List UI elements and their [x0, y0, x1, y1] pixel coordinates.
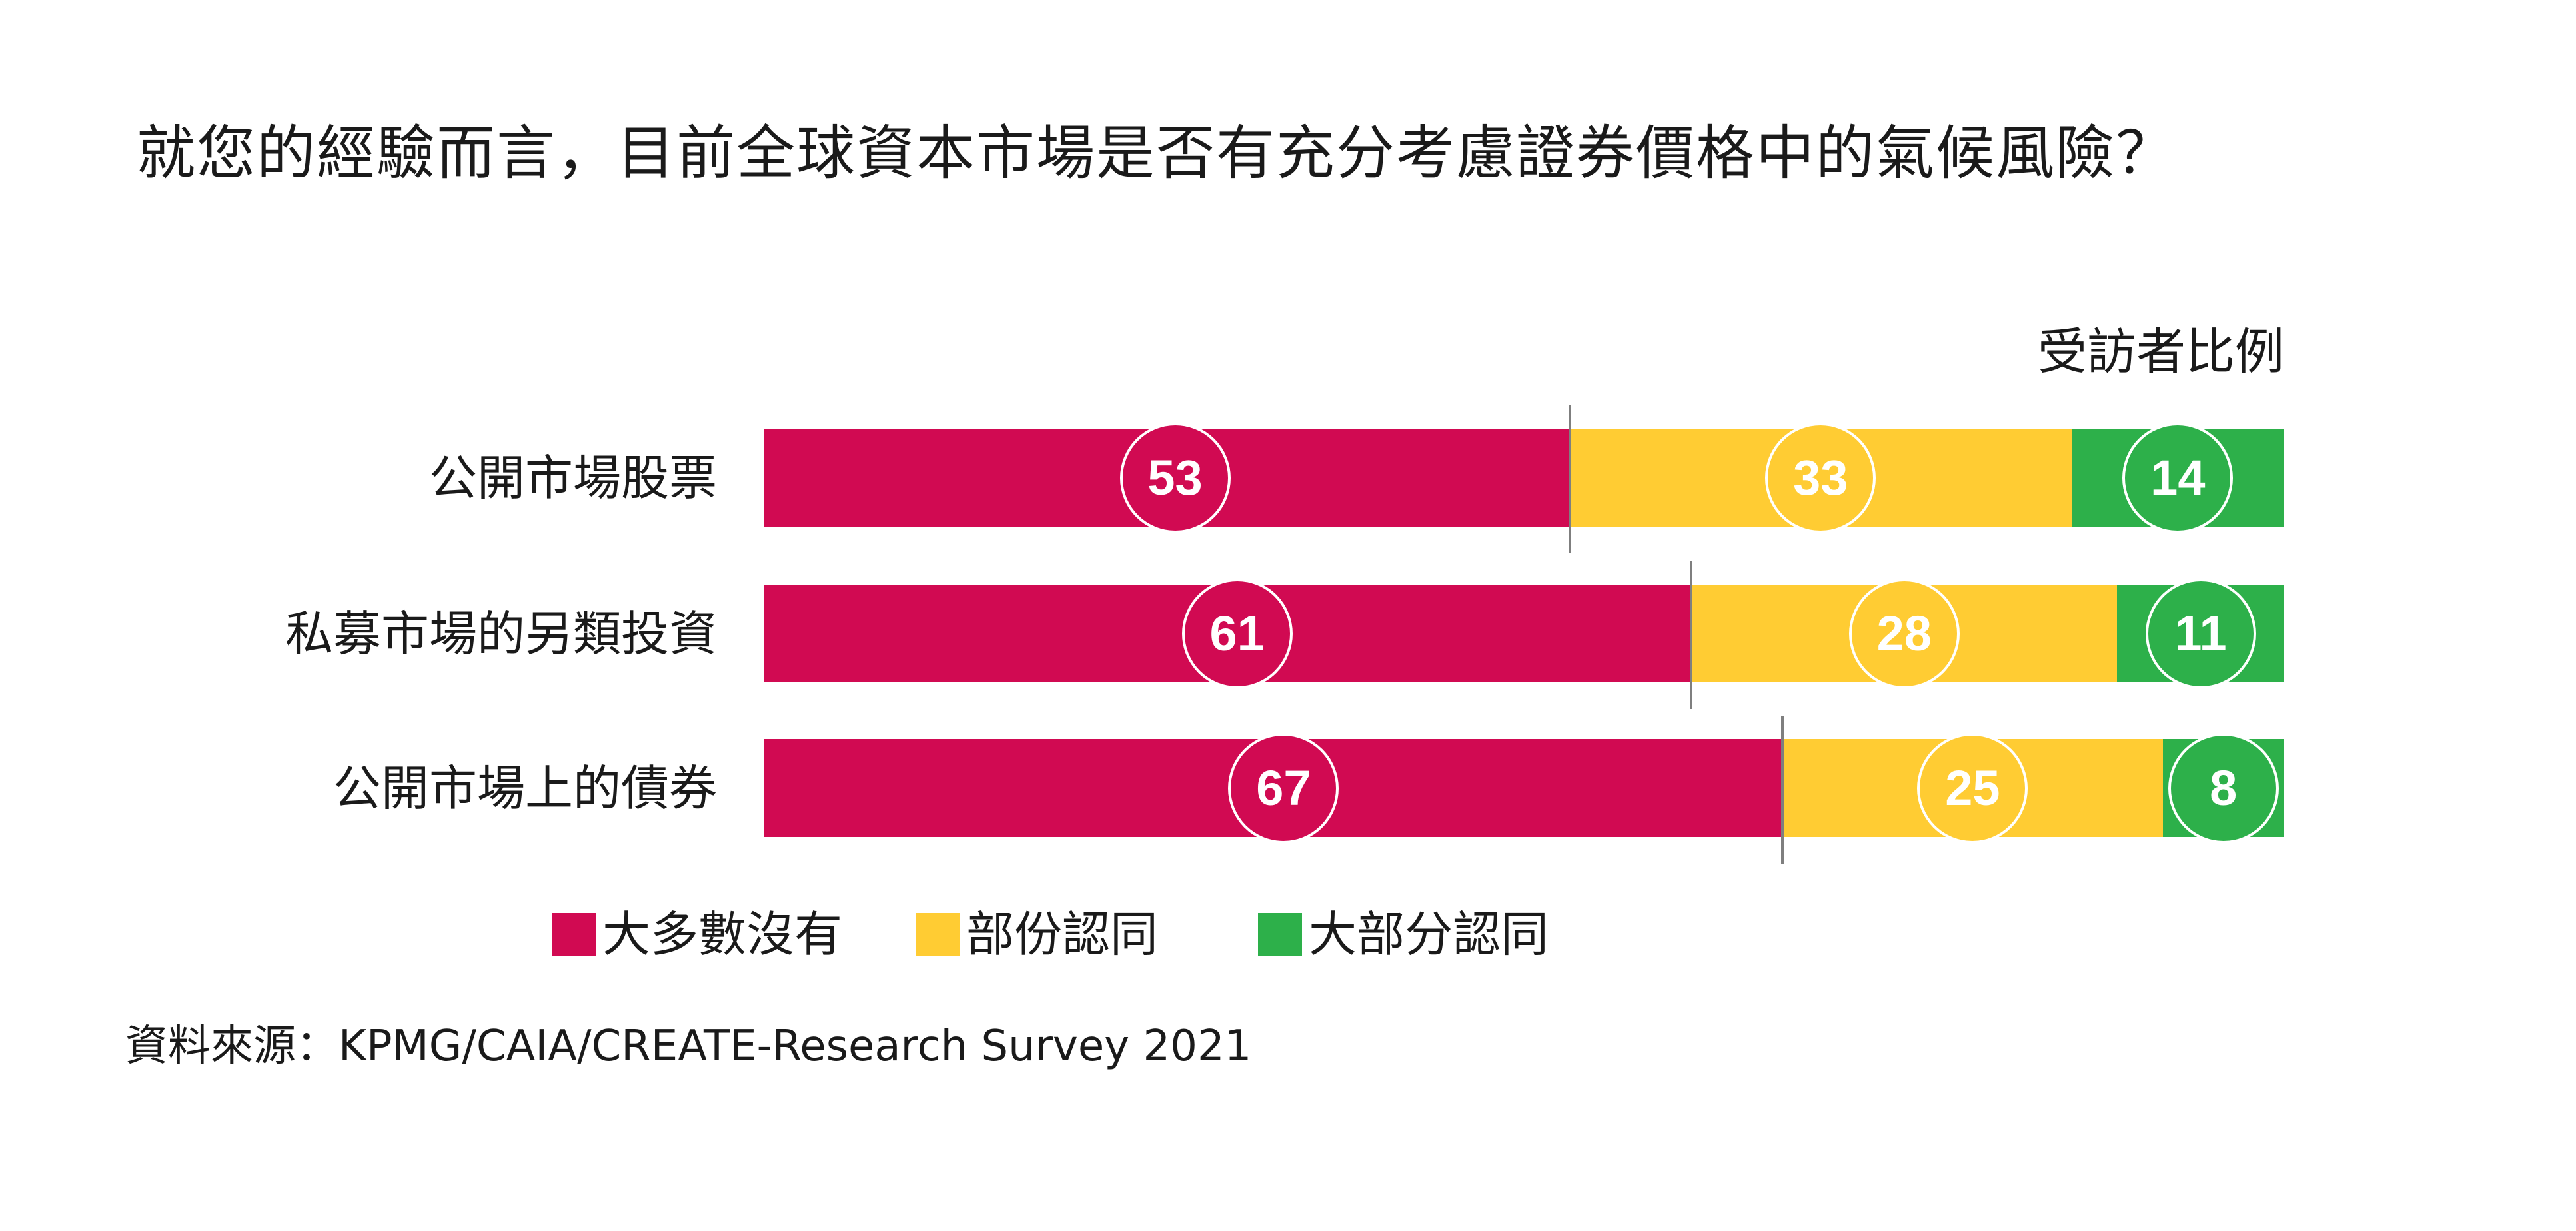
value-bubble-mostly-no: 67	[1228, 732, 1339, 844]
value-bubble-mostly-no: 53	[1119, 422, 1231, 533]
value-label: 67	[1256, 760, 1311, 816]
legend-label: 大部分認同	[1309, 906, 1549, 962]
value-bubble-partially-agree: 25	[1917, 732, 2028, 844]
split-divider-line	[1781, 716, 1784, 864]
chart-title: 就您的經驗而言，目前全球資本市場是否有充分考慮證券價格中的氣候風險？	[137, 119, 2176, 187]
split-divider-line	[1568, 405, 1571, 553]
value-bubble-mostly-agree: 11	[2145, 578, 2256, 689]
legend-item-mostly-agree: 大部分認同	[1258, 901, 1549, 968]
category-label: 私募市場的另類投資	[285, 605, 717, 662]
value-label: 28	[1876, 606, 1932, 661]
value-bubble-mostly-no: 61	[1181, 578, 1293, 689]
chart-legend: 大多數沒有 部份認同 大部分認同	[552, 901, 1622, 968]
legend-label: 大多數沒有	[602, 906, 843, 962]
category-label: 公開市場股票	[428, 449, 717, 506]
legend-swatch-mostly-no	[552, 913, 596, 956]
value-label: 8	[2210, 760, 2238, 816]
value-label: 14	[2150, 450, 2206, 505]
value-bubble-mostly-agree: 8	[2168, 732, 2279, 844]
legend-item-partially-agree: 部份認同	[916, 901, 1158, 968]
stacked-bar	[764, 585, 2284, 682]
value-bubble-partially-agree: 33	[1765, 422, 1876, 533]
axis-unit-label: 受訪者比例	[2038, 323, 2284, 381]
source-note: 資料來源：KPMG/CAIA/CREATE-Research Survey 20…	[125, 1022, 1252, 1071]
legend-swatch-mostly-agree	[1258, 913, 1303, 956]
legend-label: 部份認同	[966, 906, 1159, 962]
value-label: 33	[1793, 450, 1848, 505]
value-label: 25	[1945, 760, 2000, 816]
category-label: 公開市場上的債券	[332, 760, 717, 816]
value-bubble-mostly-agree: 14	[2122, 422, 2234, 533]
stacked-bar	[764, 429, 2284, 527]
split-divider-line	[1690, 561, 1693, 709]
value-label: 11	[2174, 606, 2227, 661]
legend-item-mostly-no: 大多數沒有	[552, 901, 842, 968]
legend-swatch-partially-agree	[916, 913, 960, 956]
value-label: 61	[1209, 606, 1265, 661]
stacked-bar	[764, 739, 2284, 837]
value-label: 53	[1147, 450, 1203, 505]
value-bubble-partially-agree: 28	[1848, 578, 1960, 689]
